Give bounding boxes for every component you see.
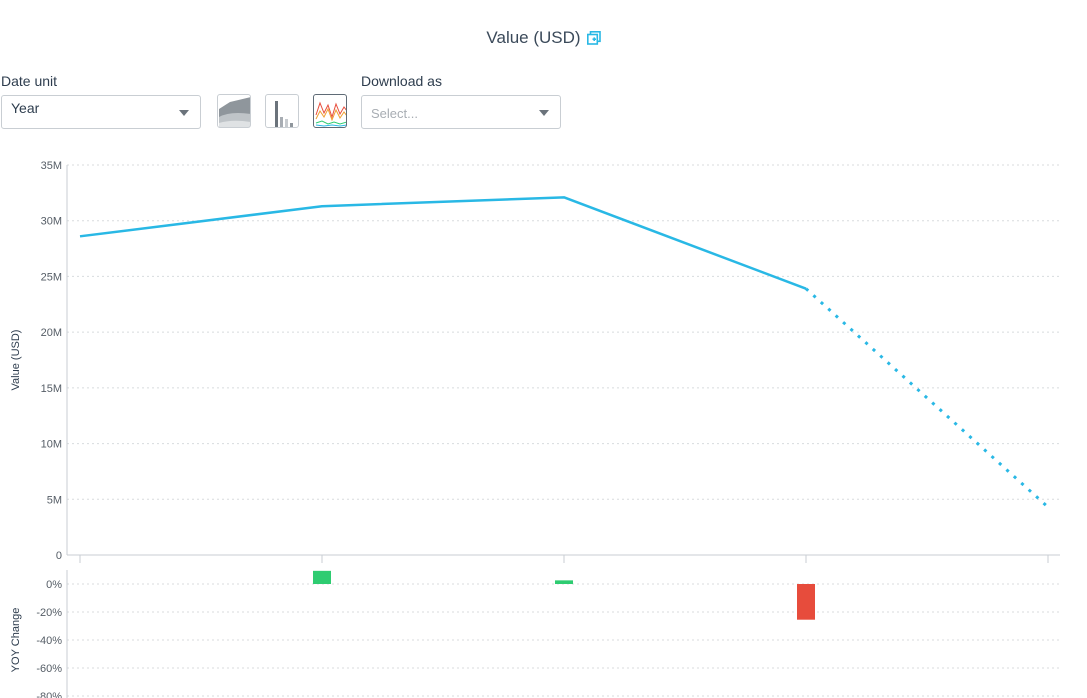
date-unit-select[interactable]: Year	[1, 95, 201, 129]
chart-title: Value (USD)	[486, 28, 581, 47]
y-tick-label: 10M	[41, 439, 62, 451]
y-tick-label: 35M	[41, 160, 62, 172]
download-label: Download as	[361, 73, 442, 89]
date-unit-label: Date unit	[1, 73, 58, 89]
y-tick-label: 15M	[41, 383, 62, 395]
series-line	[79, 196, 807, 290]
download-placeholder: Select...	[371, 106, 418, 121]
series-line-projected	[804, 287, 1050, 509]
y-tick-label: 0%	[46, 579, 62, 591]
chart-area: 0 5M 10M 15M 20M 25M 30M 35M Value (USD) 0% -20% -4…	[10, 160, 1060, 698]
y-tick-label: 0	[56, 550, 62, 562]
y-tick-label: 20M	[41, 327, 62, 339]
yoy-bar	[797, 584, 815, 620]
chevron-down-icon	[179, 110, 189, 116]
y-tick-label: -20%	[36, 607, 62, 619]
yoy-bar	[313, 570, 331, 584]
line-chart-icon	[315, 101, 346, 127]
area-chart-button[interactable]	[217, 94, 251, 128]
external-window-icon[interactable]	[586, 31, 601, 45]
line-chart-button[interactable]	[313, 94, 347, 128]
y-tick-label: -60%	[36, 663, 62, 675]
chart-title-row: Value (USD)	[0, 28, 1087, 48]
bar-chart-button[interactable]	[265, 94, 299, 128]
yoy-bar	[555, 580, 573, 584]
y-axis-title: Value (USD)	[10, 330, 22, 391]
chevron-down-icon	[539, 110, 549, 116]
y-tick-label: 30M	[41, 216, 62, 228]
y-axis-title: YOY Change	[10, 608, 22, 673]
y-tick-label: 5M	[47, 494, 62, 506]
area-chart-icon	[219, 97, 250, 127]
y-tick-label: -40%	[36, 635, 62, 647]
bar-chart-icon	[275, 101, 293, 127]
date-unit-value: Year	[11, 100, 40, 116]
download-select[interactable]: Select...	[361, 95, 561, 129]
y-tick-label: -80%	[36, 691, 62, 698]
y-tick-label: 25M	[41, 271, 62, 283]
